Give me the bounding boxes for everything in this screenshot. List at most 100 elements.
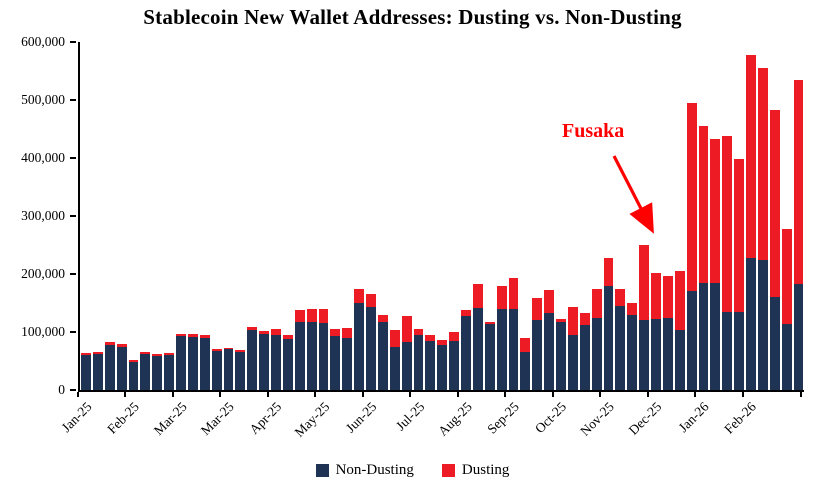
- bar-segment-non-dusting: [757, 259, 768, 390]
- x-tick: [409, 392, 412, 397]
- bar-segment-non-dusting: [734, 311, 744, 390]
- bar-segment-dusting: [116, 343, 127, 347]
- x-tick: [266, 392, 269, 397]
- bar-segment-dusting: [496, 285, 507, 309]
- y-tick-label: 200,000: [21, 266, 65, 281]
- x-tick-label: Jul-25: [392, 399, 427, 434]
- bar-segment-dusting: [793, 79, 804, 285]
- bar-week-27: [401, 42, 412, 390]
- bar-segment-dusting: [520, 337, 531, 353]
- bar-segment-non-dusting: [472, 307, 483, 390]
- bar-segment-non-dusting: [81, 355, 91, 390]
- bar-segment-non-dusting: [235, 351, 246, 390]
- bar-week-3: [116, 42, 127, 390]
- x-tick-label: Aug-25: [434, 399, 475, 439]
- bar-segment-dusting: [615, 288, 626, 306]
- bar-week-13: [235, 42, 246, 390]
- x-tick-label: Mar-25: [150, 399, 190, 439]
- bar-segment-non-dusting: [306, 321, 317, 390]
- x-tick-label: Mar-25: [197, 399, 237, 439]
- bar-segment-non-dusting: [211, 350, 222, 390]
- y-tick: [70, 41, 76, 43]
- bar-week-46: [627, 42, 638, 390]
- bar-segment-dusting: [81, 353, 91, 356]
- y-tick: [70, 215, 76, 217]
- y-tick-label: 100,000: [21, 324, 65, 339]
- bar-week-29: [425, 42, 436, 390]
- bar-segment-non-dusting: [520, 352, 531, 390]
- bar-segment-non-dusting: [556, 321, 566, 390]
- x-tick: [171, 392, 174, 397]
- x-tick: [551, 392, 554, 397]
- bar-segment-dusting: [769, 110, 780, 298]
- bar-segment-dusting: [627, 303, 638, 315]
- bar-segment-dusting: [342, 327, 353, 338]
- bar-segment-dusting: [662, 275, 673, 318]
- bar-week-25: [377, 42, 388, 390]
- y-tick: [70, 331, 76, 333]
- bar-segment-non-dusting: [282, 338, 293, 390]
- bar-week-59: [781, 42, 792, 390]
- bar-segment-non-dusting: [413, 334, 424, 390]
- bar-week-14: [247, 42, 258, 390]
- bar-segment-non-dusting: [627, 314, 638, 390]
- bar-week-8: [176, 42, 186, 390]
- bar-segment-non-dusting: [722, 311, 733, 390]
- bar-segment-dusting: [603, 257, 614, 286]
- bar-segment-non-dusting: [377, 321, 388, 390]
- bar-segment-non-dusting: [425, 340, 436, 390]
- bar-segment-non-dusting: [449, 340, 459, 390]
- bar-week-30: [437, 42, 448, 390]
- bar-segment-non-dusting: [484, 324, 495, 390]
- bar-segment-dusting: [282, 334, 293, 339]
- bar-segment-non-dusting: [793, 284, 804, 390]
- bar-segment-non-dusting: [591, 317, 602, 390]
- bar-segment-dusting: [734, 159, 744, 312]
- bar-segment-dusting: [472, 284, 483, 308]
- bar-week-18: [294, 42, 305, 390]
- bar-segment-non-dusting: [461, 315, 471, 390]
- bar-segment-non-dusting: [615, 305, 626, 390]
- plot-area: Fusaka: [78, 42, 804, 392]
- x-tick: [599, 392, 602, 397]
- bar-week-57: [757, 42, 768, 390]
- bar-segment-non-dusting: [437, 344, 448, 390]
- bar-week-16: [271, 42, 281, 390]
- bar-week-24: [366, 42, 376, 390]
- bar-segment-non-dusting: [259, 334, 269, 390]
- x-tick-label: Oct-25: [532, 399, 570, 437]
- bar-segment-non-dusting: [116, 346, 127, 390]
- bar-week-49: [662, 42, 673, 390]
- bar-segment-non-dusting: [496, 308, 507, 390]
- bar-segment-non-dusting: [698, 282, 709, 390]
- bar-segment-non-dusting: [271, 334, 281, 390]
- bar-segment-dusting: [651, 272, 661, 320]
- x-tick: [694, 392, 697, 397]
- bar-segment-dusting: [579, 313, 590, 326]
- bar-segment-dusting: [164, 353, 174, 356]
- bar-segment-dusting: [140, 351, 151, 355]
- bar-week-17: [282, 42, 293, 390]
- bar-week-51: [686, 42, 697, 390]
- bar-week-26: [389, 42, 400, 390]
- bar-segment-dusting: [722, 135, 733, 312]
- bar-segment-non-dusting: [769, 297, 780, 390]
- bar-segment-non-dusting: [128, 362, 139, 390]
- bar-week-50: [674, 42, 685, 390]
- bar-week-35: [496, 42, 507, 390]
- bar-segment-dusting: [377, 314, 388, 322]
- x-tick: [361, 392, 364, 397]
- bar-segment-non-dusting: [223, 349, 234, 390]
- bar-segment-dusting: [128, 359, 139, 363]
- y-tick-label: 300,000: [21, 208, 65, 223]
- bar-segment-non-dusting: [686, 291, 697, 390]
- legend-item-non-dusting: Non-Dusting: [315, 462, 414, 479]
- bar-segment-non-dusting: [247, 329, 258, 390]
- bar-week-10: [199, 42, 210, 390]
- bar-segment-non-dusting: [199, 337, 210, 390]
- bar-week-7: [164, 42, 174, 390]
- bar-segment-dusting: [567, 307, 578, 335]
- y-tick: [70, 273, 76, 275]
- bar-segment-dusting: [294, 309, 305, 322]
- bar-week-6: [152, 42, 163, 390]
